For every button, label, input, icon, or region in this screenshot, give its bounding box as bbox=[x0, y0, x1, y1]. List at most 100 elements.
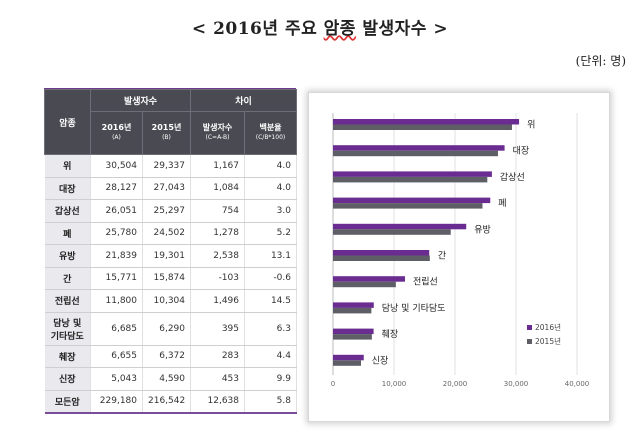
cell-2016: 15,771 bbox=[90, 267, 143, 290]
cell-pct: 4.0 bbox=[244, 154, 297, 178]
table-row: 담낭 및 기타담도 6,685 6,290 395 6.3 bbox=[44, 312, 297, 346]
cell-2016: 28,127 bbox=[90, 177, 143, 200]
cell-pct: 9.9 bbox=[244, 367, 297, 391]
bar-2015 bbox=[333, 360, 361, 366]
cell-cancer: 위 bbox=[44, 154, 91, 178]
cell-pct: 13.1 bbox=[244, 244, 297, 268]
bar-2016 bbox=[333, 223, 467, 230]
table-row: 폐 25,780 24,502 1,278 5.2 bbox=[44, 222, 297, 245]
cell-pct: -0.6 bbox=[244, 267, 297, 290]
table-row: 모든암 229,180 216,542 12,638 5.8 bbox=[44, 390, 297, 414]
unit-label: (단위: 명) bbox=[575, 54, 626, 68]
table-row: 대장 28,127 27,043 1,084 4.0 bbox=[44, 177, 297, 200]
cell-2016: 6,685 bbox=[90, 312, 143, 346]
cell-2015: 25,297 bbox=[142, 199, 191, 223]
title-underlined-word: 암종 bbox=[323, 19, 356, 39]
cell-cancer: 담낭 및 기타담도 bbox=[44, 312, 91, 346]
cell-2015: 10,304 bbox=[142, 289, 191, 313]
x-tick-label: 30,000 bbox=[504, 380, 529, 388]
bar-2016 bbox=[333, 197, 491, 204]
legend-swatch bbox=[527, 325, 532, 330]
legend-label: 2016년 bbox=[535, 322, 561, 332]
bar-2016 bbox=[333, 354, 364, 361]
incidence-table: 암종 발생자수 차이 2016년 (A) 2015년 (B) 발생자수 (C=A-B)… bbox=[44, 89, 297, 414]
bar-2015 bbox=[333, 255, 430, 261]
cell-pct: 4.0 bbox=[244, 177, 297, 200]
header-group-count: 발생자수 bbox=[90, 89, 191, 112]
category-label: 신장 bbox=[372, 355, 389, 366]
cell-pct: 6.3 bbox=[244, 312, 297, 346]
cell-2015: 15,874 bbox=[142, 267, 191, 290]
cell-2016: 26,051 bbox=[90, 199, 143, 223]
table-row: 간 15,771 15,874 -103 -0.6 bbox=[44, 267, 297, 290]
cell-2015: 29,337 bbox=[142, 154, 191, 178]
cell-diff: 453 bbox=[190, 367, 245, 391]
header-2015: 2015년 (B) bbox=[142, 111, 191, 155]
cell-cancer: 간 bbox=[44, 267, 91, 290]
cell-diff: 1,496 bbox=[190, 289, 245, 313]
category-label: 폐 bbox=[498, 197, 506, 209]
title-suffix: 발생자수 > bbox=[355, 19, 449, 39]
bar-2015 bbox=[333, 281, 396, 288]
page-title: < 2016년 주요 암종 발생자수 > bbox=[0, 14, 640, 39]
header-pct: 백분율 (C/B*100) bbox=[244, 111, 297, 155]
cell-diff: 754 bbox=[190, 199, 245, 223]
table-row: 위 30,504 29,337 1,167 4.0 bbox=[44, 154, 297, 178]
category-label: 위 bbox=[527, 120, 535, 131]
cell-cancer: 신장 bbox=[44, 367, 91, 391]
cell-diff: 395 bbox=[190, 312, 245, 346]
table-row: 갑상선 26,051 25,297 754 3.0 bbox=[44, 199, 297, 223]
bar-2015 bbox=[333, 203, 483, 209]
category-label: 갑상선 bbox=[500, 171, 525, 183]
bar-2016 bbox=[333, 328, 374, 335]
cell-2015: 216,542 bbox=[142, 390, 191, 414]
header-diff: 발생자수 (C=A-B) bbox=[190, 111, 245, 155]
cell-2016: 229,180 bbox=[90, 390, 143, 414]
cell-diff: 12,638 bbox=[190, 390, 245, 414]
category-label: 전립선 bbox=[413, 277, 438, 288]
cell-cancer: 전립선 bbox=[44, 289, 91, 313]
cell-diff: 283 bbox=[190, 345, 245, 368]
cell-2015: 24,502 bbox=[142, 222, 191, 245]
chart-panel: 0 10,000 20,000 30,000 40,000 위 대장 갑상선 폐 유방 간 전립선 담낭… bbox=[308, 92, 610, 422]
cell-diff: 1,084 bbox=[190, 177, 245, 200]
bar-2016 bbox=[333, 145, 505, 151]
category-label: 대장 bbox=[513, 146, 530, 157]
bar-2015 bbox=[333, 334, 372, 340]
bar-2016 bbox=[333, 171, 492, 177]
header-cancer: 암종 bbox=[44, 89, 91, 155]
legend-swatch bbox=[527, 339, 532, 344]
bar-2015 bbox=[333, 150, 498, 157]
cell-cancer: 갑상선 bbox=[44, 199, 91, 223]
cell-cancer: 대장 bbox=[44, 177, 91, 200]
cell-2015: 6,290 bbox=[142, 312, 191, 346]
table-row: 췌장 6,655 6,372 283 4.4 bbox=[44, 345, 297, 368]
cell-diff: 2,538 bbox=[190, 244, 245, 268]
cell-cancer: 폐 bbox=[44, 222, 91, 245]
cell-pct: 14.5 bbox=[244, 289, 297, 313]
x-tick-label: 40,000 bbox=[565, 380, 590, 388]
cell-2016: 25,780 bbox=[90, 222, 143, 245]
bar-2015 bbox=[333, 229, 451, 235]
header-group-diff: 차이 bbox=[190, 89, 297, 112]
header-2016: 2016년 (A) bbox=[90, 111, 143, 155]
cell-pct: 4.4 bbox=[244, 345, 297, 368]
category-label: 담낭 및 기타담도 bbox=[382, 302, 446, 314]
cell-pct: 3.0 bbox=[244, 199, 297, 223]
cell-2016: 6,655 bbox=[90, 345, 143, 368]
bar-2016 bbox=[333, 276, 405, 282]
bar-chart: 0 10,000 20,000 30,000 40,000 위대장갑상선폐유방간전립선담낭… bbox=[331, 113, 590, 388]
cell-cancer: 모든암 bbox=[44, 390, 91, 414]
x-tick-label: 20,000 bbox=[443, 380, 468, 388]
table-row: 전립선 11,800 10,304 1,496 14.5 bbox=[44, 289, 297, 313]
cell-2015: 6,372 bbox=[142, 345, 191, 368]
cell-cancer: 췌장 bbox=[44, 345, 91, 368]
category-label: 유방 bbox=[474, 224, 491, 235]
title-prefix: < 2016년 주요 bbox=[191, 19, 324, 39]
cell-pct: 5.8 bbox=[244, 390, 297, 414]
cell-2016: 5,043 bbox=[90, 367, 143, 391]
cell-2015: 19,301 bbox=[142, 244, 191, 268]
table-row: 유방 21,839 19,301 2,538 13.1 bbox=[44, 244, 297, 268]
cell-2015: 4,590 bbox=[142, 367, 191, 391]
bar-2016 bbox=[333, 119, 520, 125]
